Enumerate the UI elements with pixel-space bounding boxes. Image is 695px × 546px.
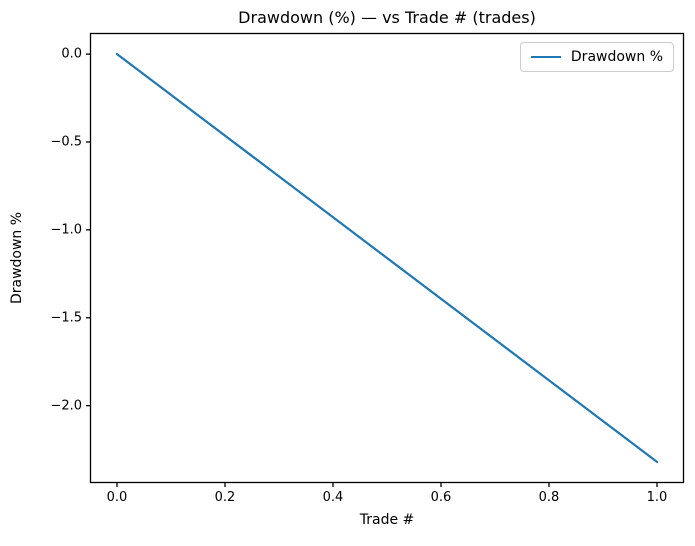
y-tick-label: −1.5 xyxy=(50,310,82,326)
legend: Drawdown % xyxy=(519,42,674,72)
axes-spines xyxy=(89,32,685,484)
x-tick-label: 1.0 xyxy=(646,490,668,505)
legend-line-sample xyxy=(530,56,561,58)
x-tick-label: 0.2 xyxy=(214,490,236,505)
y-tick-label: −2.0 xyxy=(50,398,82,414)
chart-title: Drawdown (%) — vs Trade # (trades) xyxy=(238,8,536,27)
legend-label: Drawdown % xyxy=(570,49,663,65)
series-line xyxy=(115,52,659,464)
x-tick-label: 0.8 xyxy=(538,490,560,505)
x-axis-label: Trade # xyxy=(359,512,415,528)
x-tick-label: 0.0 xyxy=(106,490,128,505)
y-tick-label: −0.5 xyxy=(50,134,82,150)
y-tick-label: 0.0 xyxy=(61,46,82,62)
legend-entry: Drawdown % xyxy=(530,49,663,65)
y-tick-label: −1.0 xyxy=(50,222,82,238)
x-tick-label: 0.4 xyxy=(322,490,344,505)
x-tick-label: 0.6 xyxy=(430,490,452,505)
y-axis-label: Drawdown % xyxy=(9,211,25,305)
